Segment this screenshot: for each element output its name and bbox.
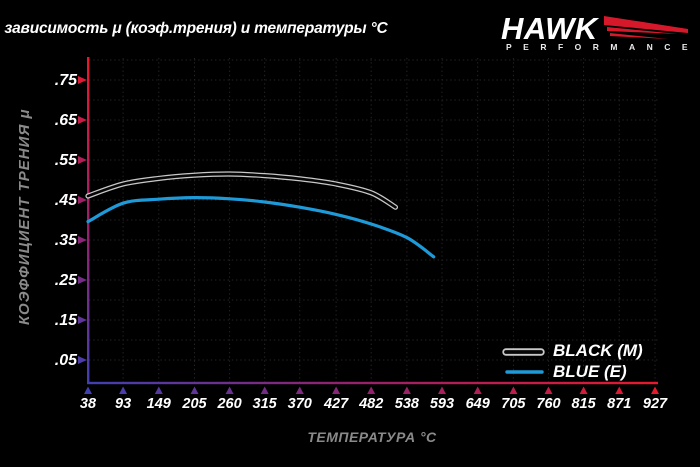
legend-label-blue-e: BLUE (E) — [553, 362, 627, 381]
y-tick-label: .55 — [54, 151, 77, 169]
x-tick-arrow-icon — [579, 386, 588, 394]
x-tick-arrow-icon — [615, 386, 624, 394]
x-tick-arrow-icon — [473, 386, 482, 394]
x-tick-label: 315 — [252, 396, 277, 412]
hawk-logo-subtext: PERFORMANCE — [506, 42, 700, 52]
y-tick-arrow-icon — [78, 76, 87, 84]
x-tick-label: 538 — [394, 396, 419, 412]
y-tick-label: .45 — [54, 191, 77, 209]
x-tick-label: 93 — [115, 396, 132, 412]
x-tick-arrow-icon — [154, 386, 163, 394]
x-tick-arrow-icon — [225, 386, 234, 394]
x-tick-arrow-icon — [544, 386, 553, 394]
x-tick-arrow-icon — [190, 386, 199, 394]
series-curves — [85, 171, 436, 259]
y-tick-label: .35 — [54, 231, 77, 249]
y-tick-arrow-icon — [78, 236, 87, 244]
hawk-wing-icon — [604, 16, 688, 39]
y-tick-arrow-icon — [78, 156, 87, 164]
y-tick-label: .75 — [54, 71, 77, 89]
x-tick-label: 370 — [287, 396, 312, 412]
gridlines — [87, 58, 659, 382]
x-tick-arrow-icon — [437, 386, 446, 394]
legend-label-black-m: BLACK (M) — [553, 341, 643, 360]
x-tick-arrow-icon — [651, 386, 659, 394]
x-tick-label: 760 — [536, 396, 561, 412]
hawk-logo-text: HAWK — [501, 11, 598, 46]
y-tick-arrow-icon — [78, 196, 87, 204]
y-tick-label: .15 — [54, 311, 77, 329]
x-tick-label: 927 — [642, 396, 668, 412]
x-tick-label: 649 — [465, 396, 490, 412]
x-tick-arrow-icon — [295, 386, 304, 394]
series-black-m-curve-inner — [86, 172, 397, 209]
y-tick-label: .05 — [54, 351, 77, 369]
x-tick-label: 149 — [146, 396, 171, 412]
x-axis-title: ТЕМПЕРАТУРА °C — [307, 429, 437, 445]
x-tick-arrow-icon — [119, 386, 128, 394]
x-tick-label: 38 — [79, 396, 97, 412]
x-tick-label: 705 — [501, 396, 526, 412]
x-tick-label: 593 — [429, 396, 455, 412]
tick-arrows — [78, 76, 659, 394]
y-tick-arrow-icon — [78, 276, 87, 284]
x-tick-arrow-icon — [260, 386, 269, 394]
x-tick-label: 260 — [217, 396, 242, 412]
x-tick-label: 427 — [323, 396, 349, 412]
x-tick-label: 871 — [607, 396, 632, 412]
x-tick-arrow-icon — [509, 386, 518, 394]
x-tick-arrow-icon — [402, 386, 411, 394]
chart-title: зависимость μ (коэф.трения) и температур… — [4, 20, 388, 37]
y-tick-label: .65 — [54, 111, 77, 129]
legend-samples — [502, 348, 545, 374]
x-tick-label: 482 — [359, 396, 384, 412]
x-tick-arrow-icon — [84, 386, 92, 394]
x-tick-arrow-icon — [367, 386, 376, 394]
y-tick-arrow-icon — [78, 116, 87, 124]
y-tick-arrow-icon — [78, 316, 87, 324]
x-tick-label: 205 — [182, 396, 207, 412]
y-tick-arrow-icon — [78, 356, 87, 364]
series-blue-e-curve — [86, 195, 436, 259]
y-tick-label: .25 — [54, 271, 77, 289]
x-tick-arrow-icon — [332, 386, 341, 394]
x-axis-line — [87, 381, 658, 385]
x-tick-label: 815 — [571, 396, 596, 412]
